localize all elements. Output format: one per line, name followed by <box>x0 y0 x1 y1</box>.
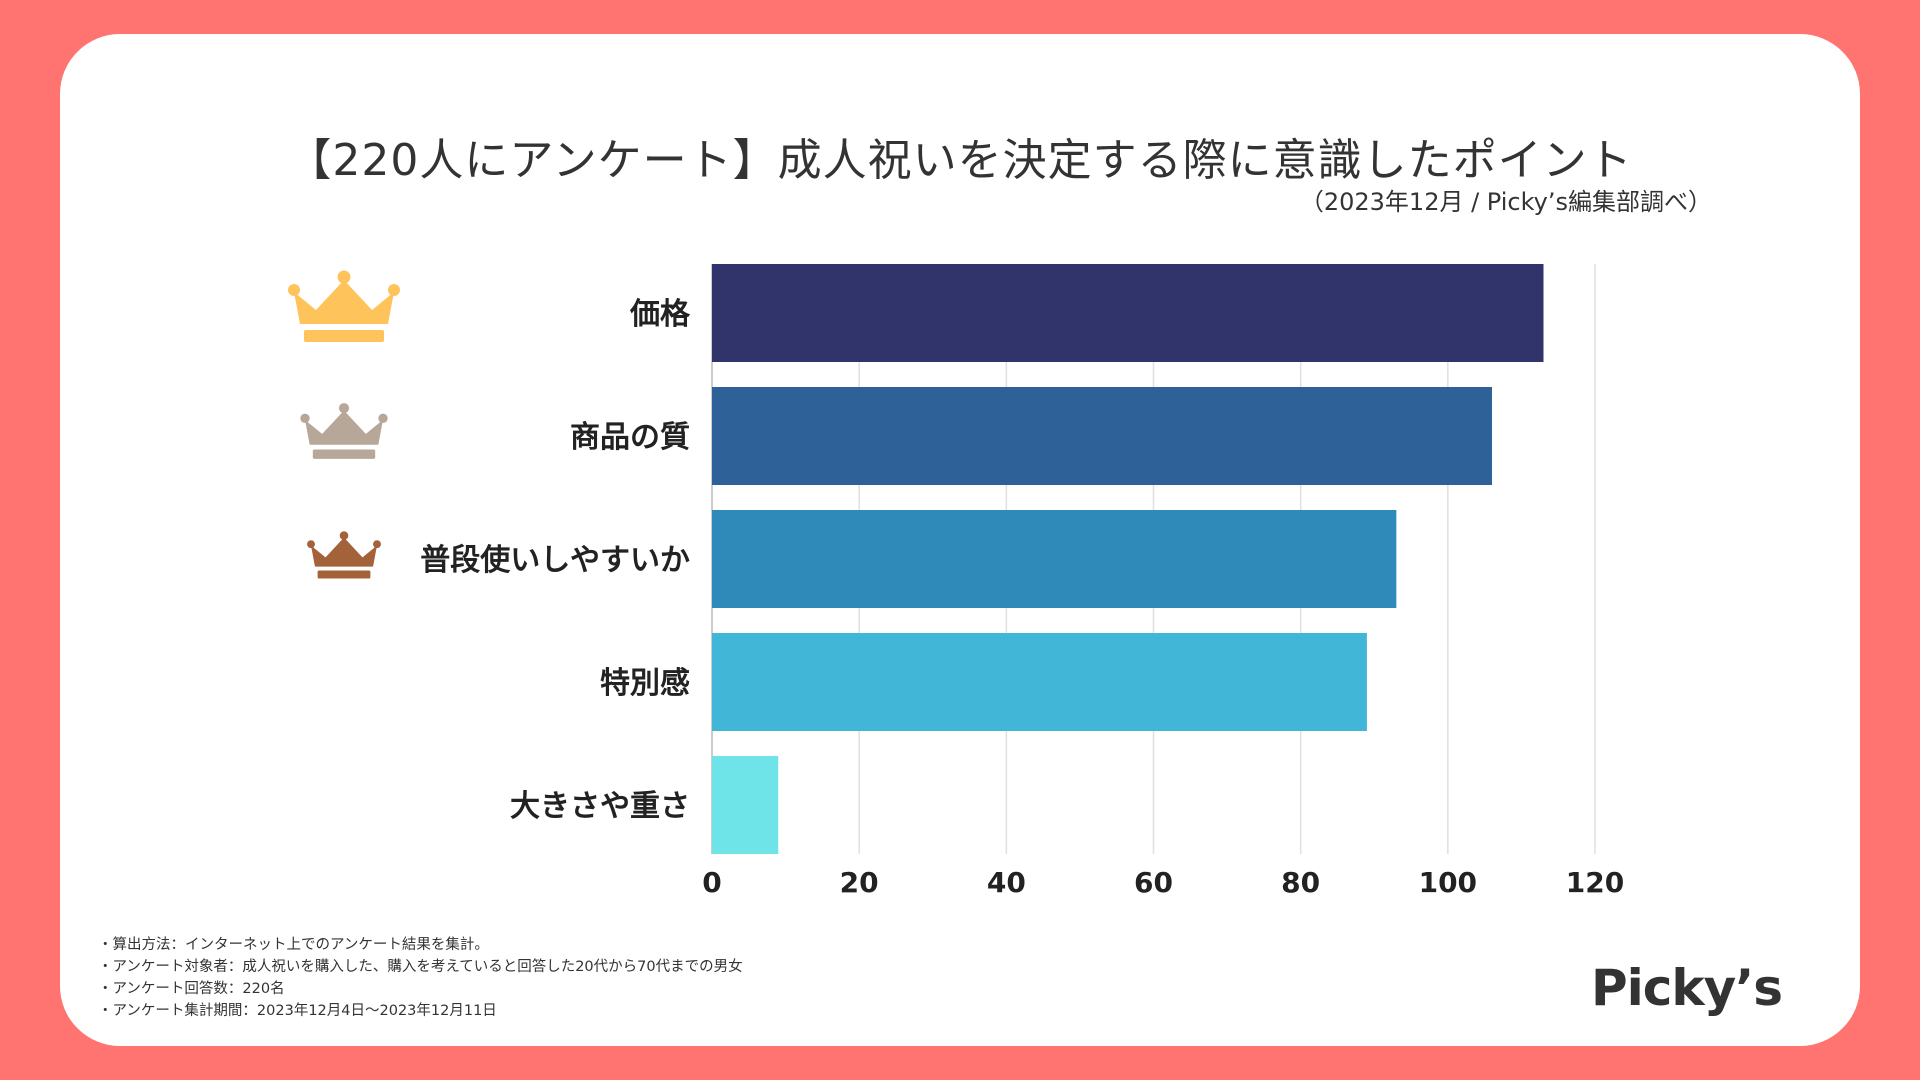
x-tick-label: 80 <box>1281 866 1320 899</box>
category-label: 商品の質 <box>570 420 690 455</box>
bronze-crown-icon <box>307 531 381 579</box>
x-tick-label: 20 <box>840 866 879 899</box>
chart-title: 【220人にアンケート】成人祝いを決定する際に意識したポイント <box>287 135 1633 186</box>
gold-crown-icon <box>288 270 400 342</box>
note-line: ・算出方法：インターネット上でのアンケート結果を集計。 <box>98 937 489 953</box>
chart-card: 【220人にアンケート】成人祝いを決定する際に意識したポイント （2023年12… <box>60 34 1860 1046</box>
category-label: 大きさや重さ <box>510 789 690 824</box>
silver-crown-icon <box>300 403 388 459</box>
x-axis-ticks: 0 20 40 60 80 100 120 <box>702 866 1624 899</box>
category-label: 価格 <box>629 297 691 332</box>
x-tick-label: 120 <box>1566 866 1624 899</box>
survey-notes: ・算出方法：インターネット上でのアンケート結果を集計。 ・アンケート対象者：成人… <box>98 934 743 1022</box>
note-line: ・アンケート対象者：成人祝いを購入した、購入を考えていると回答した20代から70… <box>98 959 743 975</box>
note-line: ・アンケート集計期間：2023年12月4日〜2023年12月11日 <box>98 1003 497 1019</box>
bar <box>712 510 1397 608</box>
bar <box>712 633 1367 731</box>
x-tick-label: 100 <box>1419 866 1477 899</box>
bar <box>712 756 779 854</box>
category-label: 普段使いしやすいか <box>420 543 690 578</box>
chart-subtitle: （2023年12月 / Picky’s編集部調べ） <box>1299 188 1712 216</box>
category-label: 特別感 <box>600 666 690 701</box>
bar <box>712 387 1492 485</box>
x-tick-label: 0 <box>702 866 721 899</box>
note-line: ・アンケート回答数：220名 <box>98 981 285 997</box>
rank-crowns <box>288 270 400 579</box>
bar <box>712 264 1544 362</box>
x-tick-label: 40 <box>987 866 1026 899</box>
bars <box>712 264 1544 854</box>
brand-logo: Picky’s <box>1590 959 1783 1017</box>
x-tick-label: 60 <box>1134 866 1173 899</box>
